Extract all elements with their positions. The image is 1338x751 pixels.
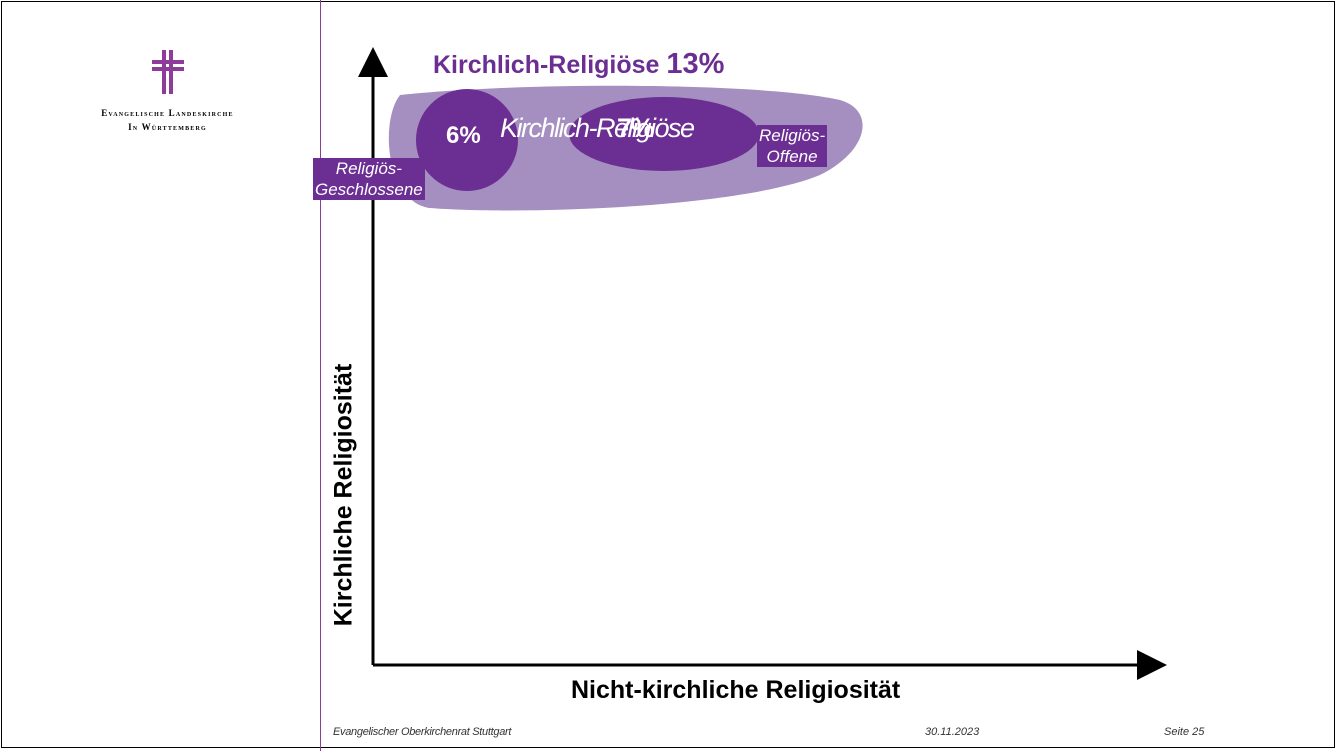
sidebar-divider — [320, 0, 321, 751]
inner-group-percent: 7% — [617, 113, 655, 143]
x-axis-label: Nicht-kirchliche Religiosität — [571, 676, 901, 704]
label-religioes-geschlossene-line2: Geschlossene — [315, 180, 423, 199]
y-axis-label: Kirchliche Religiosität — [329, 363, 358, 627]
outer-group-name: Kirchlich-Religiöse — [433, 51, 660, 79]
cross-logo-icon — [152, 50, 184, 94]
label-religioes-geschlossene: Religiös- Geschlossene — [313, 158, 425, 200]
outer-group-title: Kirchlich-Religiöse 13% — [433, 48, 724, 81]
footer-date: 30.11.2023 — [925, 726, 980, 738]
label-religioes-geschlossene-line1: Religiös- — [335, 159, 402, 178]
inner-circle-religioes-geschlossene — [416, 89, 518, 191]
label-religioes-offene: Religiös- Offene — [757, 125, 828, 167]
label-religioes-offene-line2: Offene — [766, 147, 818, 166]
inner-group-name: Kirchlich-Religiöse — [500, 113, 695, 143]
inner-ellipse-kirchlich-religioese — [569, 97, 759, 171]
organization-name-line1: Evangelische Landeskirche — [101, 108, 234, 118]
footer-page-number: Seite 25 — [1164, 726, 1205, 738]
organization-name: Evangelische Landeskirche In Württemberg — [40, 106, 295, 134]
label-religioes-offene-line1: Religiös- — [759, 126, 826, 145]
organization-name-line2: In Württemberg — [128, 122, 207, 132]
outer-group-percent: 13% — [666, 48, 725, 80]
footer-organization: Evangelischer Oberkirchenrat Stuttgart — [333, 726, 512, 738]
small-circle-percent: 6% — [446, 122, 481, 149]
